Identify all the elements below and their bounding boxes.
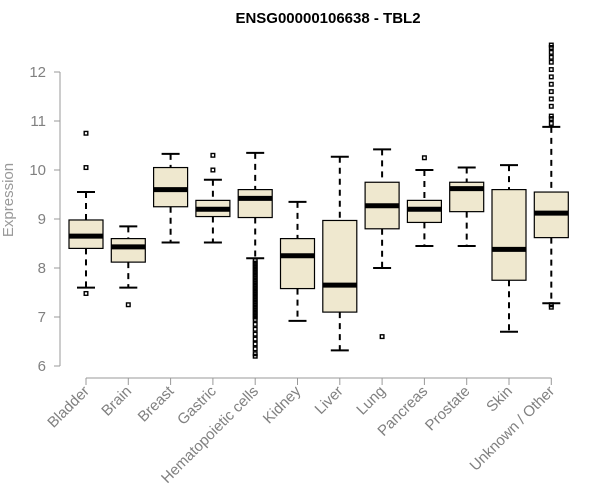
y-tick-label: 6 [38,358,46,375]
outlier-point [252,331,258,337]
box-group [279,200,316,322]
outlier-point [548,42,554,48]
y-tick-label: 11 [30,113,46,130]
outlier-point [125,302,131,308]
box-group [237,151,273,359]
outlier-point [210,167,216,173]
x-tick-label: Brain [98,383,135,420]
outlier-point [252,316,258,322]
outlier-point [252,321,258,327]
box-iqr [110,238,146,263]
outlier-point [548,302,554,308]
chart-title: ENSG00000106638 - TBL2 [235,10,420,27]
outlier-point [83,290,89,296]
y-tick-label: 10 [29,162,46,179]
box-group [449,166,485,247]
y-axis-label: Expression [0,163,17,237]
outlier-point [548,74,554,80]
y-tick-label: 9 [38,211,46,228]
box-group [110,225,146,308]
x-tick-label: Skin [483,383,516,416]
outlier-point [83,165,89,171]
box-iqr [279,238,316,290]
box-group [364,148,400,340]
outlier-point [548,120,554,126]
outlier-point [548,96,554,102]
outlier-point [210,152,216,158]
x-tick-label: Kidney [260,382,305,427]
box-group [322,155,358,352]
outlier-point [252,353,258,359]
x-tick-label: Breast [135,382,178,425]
outlier-point [548,49,554,55]
box-group [533,42,569,310]
box-group [68,130,104,296]
outlier-point [548,81,554,87]
outlier-point [548,54,554,60]
outlier-point [548,67,554,73]
outlier-point [548,59,554,65]
outlier-point [252,336,258,342]
x-tick-label: Prostate [422,383,474,435]
y-tick-label: 7 [38,309,46,326]
outlier-point [548,113,554,119]
box-group [491,164,527,333]
box-iqr [322,219,358,313]
x-tick-label: Liver [312,383,347,418]
box-group [195,152,231,244]
outlier-point [421,155,427,161]
y-axis: 6 7 8 9 10 11 12 [29,64,61,375]
box-iqr [237,189,273,219]
outlier-point [379,334,385,340]
box-iqr [491,189,527,281]
outlier-point [252,326,258,332]
outlier-point [548,89,554,95]
boxes-group [68,42,569,359]
outlier-point [548,103,554,109]
outlier-point [83,130,89,136]
box-group [153,152,189,244]
outlier-point [252,346,258,352]
box-group [406,155,442,247]
y-tick-label: 8 [38,260,46,277]
outlier-point [252,341,258,347]
x-tick-label: Bladder [44,383,93,432]
x-tick-label: Lung [353,383,389,419]
y-tick-label: 12 [29,64,46,81]
